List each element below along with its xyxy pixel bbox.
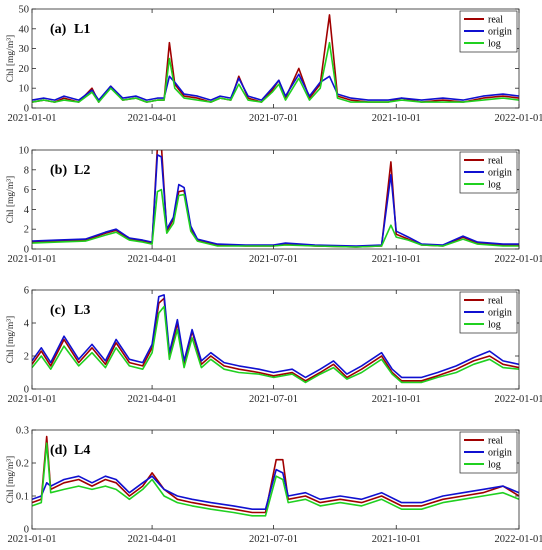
y-tick-label: 0 xyxy=(24,525,29,536)
series-line-real xyxy=(32,297,519,382)
y-tick-label: 8 xyxy=(24,165,29,176)
x-tick-label: 2022-01-01 xyxy=(495,254,542,265)
x-tick-label: 2022-01-01 xyxy=(495,113,542,124)
x-tick-label: 2021-01-01 xyxy=(8,534,57,545)
panel-site: L2 xyxy=(74,163,90,178)
legend-label-real: real xyxy=(488,436,503,447)
series-lines xyxy=(32,435,519,517)
x-tick-label: 2021-10-01 xyxy=(372,254,421,265)
legend-label-real: real xyxy=(488,296,503,307)
y-tick-label: 0 xyxy=(24,245,29,256)
x-tick-label: 2021-07-01 xyxy=(249,113,298,124)
y-tick-label: 4 xyxy=(24,205,30,216)
x-tick-label: 2022-01-01 xyxy=(495,534,542,545)
x-tick-label: 2021-07-01 xyxy=(249,394,298,405)
series-line-origin xyxy=(32,73,519,101)
panel-label: (d) xyxy=(50,443,67,458)
x-tick-label: 2021-04-01 xyxy=(128,113,177,124)
y-tick-label: 6 xyxy=(24,286,29,297)
legend-label-real: real xyxy=(488,15,503,26)
plot-area xyxy=(32,290,519,389)
y-tick-label: 2 xyxy=(24,352,29,363)
legend-label-origin: origin xyxy=(488,168,512,179)
y-tick-label: 10 xyxy=(19,84,30,95)
series-line-log xyxy=(32,305,519,384)
y-axis-label: Chl [mg/m³] xyxy=(6,316,16,363)
y-tick-label: 0.3 xyxy=(16,426,29,437)
legend-label-log: log xyxy=(488,320,501,331)
x-tick-label: 2021-10-01 xyxy=(372,534,421,545)
y-tick-label: 0.1 xyxy=(16,492,29,503)
panel-l1: 0 10 20 30 40 50 2021-01-01 2021-04-01 2021-07-0… xyxy=(6,5,542,125)
y-axis-label: Chl [mg/m³] xyxy=(6,456,16,503)
y-axis-label: Chl [mg/m³] xyxy=(6,176,16,223)
x-tick-label: 2021-07-01 xyxy=(249,254,298,265)
series-lines xyxy=(32,150,519,248)
series-line-log xyxy=(32,442,519,517)
y-tick-label: 4 xyxy=(24,319,30,330)
legend-label-origin: origin xyxy=(488,308,512,319)
x-tick-label: 2021-10-01 xyxy=(372,113,421,124)
series-line-log xyxy=(32,188,519,248)
series-lines xyxy=(32,294,519,384)
y-axis-label: Chl [mg/m³] xyxy=(6,35,16,82)
y-tick-label: 0.2 xyxy=(16,459,29,470)
axes-frame xyxy=(31,429,520,530)
y-tick-label: 10 xyxy=(19,146,30,157)
panel-l2: 0 2 4 6 8 10 2021-01-01 2021-04-01 2021-07-01 202… xyxy=(6,146,542,266)
panel-l3: 0 2 4 6 2021-01-01 2021-04-01 2021-07-01 2021-1… xyxy=(6,286,542,406)
y-tick-label: 50 xyxy=(19,5,30,16)
legend-label-origin: origin xyxy=(488,448,512,459)
y-tick-label: 6 xyxy=(24,185,29,196)
x-tick-label: 2021-04-01 xyxy=(128,394,177,405)
y-tick-label: 0 xyxy=(24,104,29,115)
x-tick-label: 2022-01-01 xyxy=(495,394,542,405)
y-tick-label: 40 xyxy=(19,24,30,35)
panel-label: (b) xyxy=(50,163,67,178)
y-tick-label: 2 xyxy=(24,225,29,236)
panel-l4: 0 0.1 0.2 0.3 2021-01-01 2021-04-01 2021-07-01… xyxy=(6,426,542,546)
y-tick-label: 0 xyxy=(24,385,29,396)
panel-site: L1 xyxy=(74,22,90,37)
x-tick-label: 2021-07-01 xyxy=(249,534,298,545)
legend-label-real: real xyxy=(488,156,503,167)
legend-label-origin: origin xyxy=(488,27,512,38)
axes-frame xyxy=(31,8,520,109)
x-tick-label: 2021-10-01 xyxy=(372,394,421,405)
x-tick-label: 2021-01-01 xyxy=(8,113,57,124)
series-lines xyxy=(32,14,519,103)
panel-label: (a) xyxy=(50,22,67,37)
x-tick-label: 2021-04-01 xyxy=(128,534,177,545)
x-tick-label: 2021-04-01 xyxy=(128,254,177,265)
series-line-log xyxy=(32,41,519,103)
series-line-origin xyxy=(32,468,519,510)
legend-label-log: log xyxy=(488,39,501,50)
axes-frame xyxy=(31,289,520,390)
panel-label: (c) xyxy=(50,303,66,318)
legend-label-log: log xyxy=(488,460,501,471)
y-tick-label: 20 xyxy=(19,64,30,75)
series-line-origin xyxy=(32,294,519,379)
y-tick-label: 30 xyxy=(19,44,30,55)
x-tick-label: 2021-01-01 xyxy=(8,394,57,405)
series-line-origin xyxy=(32,154,519,247)
legend-label-log: log xyxy=(488,180,501,191)
panel-site: L3 xyxy=(74,303,90,318)
series-line-real xyxy=(32,435,519,514)
axes-frame xyxy=(31,149,520,250)
x-tick-label: 2021-01-01 xyxy=(8,254,57,265)
panel-site: L4 xyxy=(74,443,90,458)
